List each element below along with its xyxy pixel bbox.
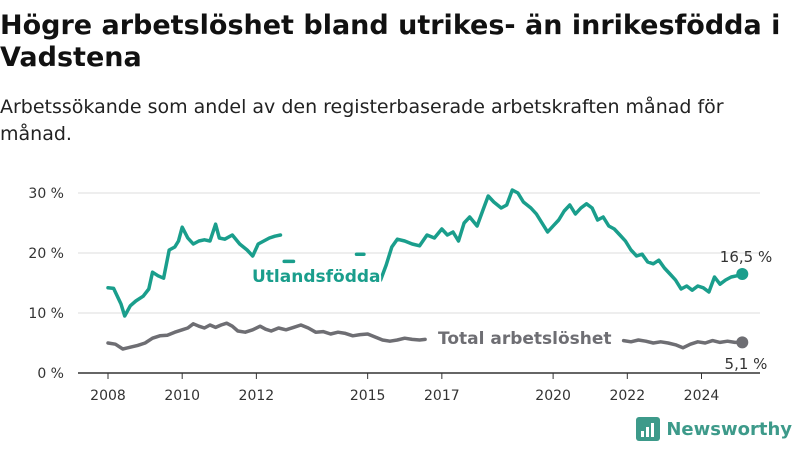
x-tick-label: 2024 bbox=[684, 388, 720, 404]
axes: 0 % 10 % 20 % 30 % 2008 2010 2012 2015 2017 2020 2… bbox=[28, 186, 760, 404]
brand-logo: Newsworthy bbox=[636, 416, 792, 442]
end-label-total: 5,1 % bbox=[725, 355, 768, 373]
x-tick-label: 2022 bbox=[609, 388, 645, 404]
x-tick-label: 2008 bbox=[90, 388, 126, 404]
series-label-utlandsfodda: Utlandsfödda bbox=[252, 267, 381, 287]
end-point-marker bbox=[736, 268, 749, 280]
y-tick-label: 0 % bbox=[37, 366, 64, 382]
brand-name: Newsworthy bbox=[666, 418, 792, 440]
series-line bbox=[106, 222, 283, 318]
chart-title: Högre arbetslöshet bland utrikes- än inr… bbox=[0, 10, 781, 73]
end-label-utlandsfodda: 16,5 % bbox=[720, 248, 772, 266]
series-line bbox=[621, 338, 745, 350]
y-tick-label: 10 % bbox=[28, 306, 64, 322]
y-tick-label: 20 % bbox=[28, 246, 64, 262]
x-tick-label: 2017 bbox=[424, 388, 460, 404]
grid-lines bbox=[78, 192, 760, 314]
series-labels: Utlandsfödda Total arbetslöshet 16,5 % 5… bbox=[250, 248, 772, 373]
bar-chart-icon bbox=[636, 417, 661, 441]
x-tick-label: 2010 bbox=[164, 388, 200, 404]
series-lines bbox=[106, 188, 749, 351]
series-line bbox=[106, 321, 427, 351]
x-tick-label: 2020 bbox=[535, 388, 571, 404]
series-label-total: Total arbetslöshet bbox=[438, 329, 612, 349]
x-tick-label: 2012 bbox=[239, 388, 275, 404]
chart-subtitle: Arbetssökande som andel av den registerb… bbox=[0, 96, 724, 145]
x-tick-label: 2015 bbox=[350, 388, 386, 404]
y-tick-label: 30 % bbox=[28, 186, 64, 202]
end-point-marker bbox=[736, 336, 749, 349]
series-line bbox=[378, 188, 745, 294]
